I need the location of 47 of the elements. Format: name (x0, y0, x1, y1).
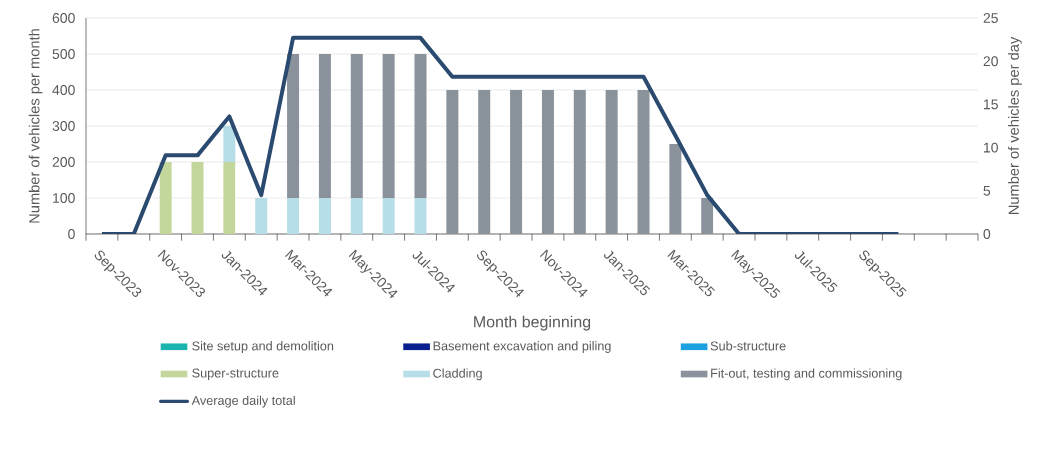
legend-label: Site setup and demolition (192, 341, 334, 353)
y2-tick-label: 15 (984, 99, 998, 110)
legend-label: Fit-out, testing and commissioning (711, 368, 902, 381)
bar (382, 54, 395, 198)
legend-label: Average daily total (191, 395, 295, 408)
y-tick-label: 500 (52, 49, 75, 59)
bar (318, 54, 331, 198)
bar (478, 90, 491, 234)
bar (223, 126, 236, 162)
bar (287, 54, 300, 198)
legend-label: Basement excavation and piling (433, 341, 611, 353)
bar (255, 198, 268, 234)
bar (318, 198, 331, 234)
y-tick-label: 200 (52, 157, 75, 167)
y-tick-label: 300 (52, 121, 75, 131)
y-tick-label: 100 (53, 193, 75, 203)
bar (191, 162, 204, 234)
bar (382, 198, 395, 234)
bar (350, 198, 363, 234)
bar (510, 90, 523, 234)
legend-label: Cladding (433, 368, 482, 381)
legend-label: Super-structure (192, 368, 279, 381)
bar (159, 162, 172, 234)
bar (701, 198, 714, 234)
y2-tick-label: 5 (983, 185, 991, 196)
y2-tick-label: 25 (983, 13, 998, 23)
bar (605, 90, 618, 234)
y2-tick-label: 20 (983, 56, 998, 67)
y2-tick-label: 10 (984, 142, 998, 153)
y-tick-label: 400 (52, 85, 75, 95)
y2-axis-title: Number of vehicles per day (1008, 36, 1022, 215)
bar (414, 54, 427, 198)
bar (350, 54, 363, 198)
y2-tick-label: 0 (983, 229, 991, 239)
bar (223, 162, 236, 234)
bar (669, 144, 682, 234)
bar (573, 90, 586, 234)
y-axis-title: Number of vehicles per month (28, 29, 43, 223)
y-tick-label: 600 (52, 13, 75, 23)
bar (287, 198, 300, 234)
bar (637, 90, 650, 234)
bar (446, 90, 459, 234)
y-tick-label: 0 (68, 229, 75, 239)
bar (414, 198, 427, 234)
legend-label: Sub-structure (710, 341, 786, 351)
x-axis-title: Month beginning (474, 315, 591, 331)
bar (541, 90, 554, 234)
